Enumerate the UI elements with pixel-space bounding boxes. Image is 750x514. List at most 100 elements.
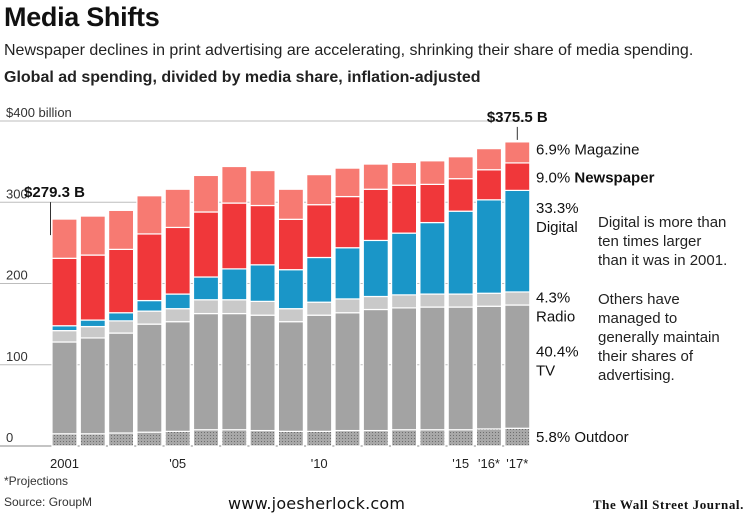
bar-tv [334,312,361,432]
bar-radio [221,299,248,315]
bar-tv [419,306,446,431]
series-name-radio: Radio [536,308,575,325]
bar-tv [51,341,78,435]
bar-tv [277,321,304,432]
bar-digital [164,293,191,310]
bar-magazine [136,195,163,235]
bar-tv [249,314,276,432]
bar-digital [419,221,446,295]
bar-digital [504,189,531,293]
total-callout: $279.3 B [24,184,85,201]
bar-magazine [164,188,191,229]
bar-magazine [504,141,531,164]
bar-outdoor [249,429,276,447]
series-pct-digital: 33.3% [536,200,579,217]
bar-outdoor [447,429,474,447]
bar-newspaper [362,188,389,242]
bar-tv [107,332,135,434]
x-tick-label: 2001 [50,456,79,471]
x-tick-label: '10 [311,456,328,471]
bar-radio [136,310,163,325]
watermark: www.joesherlock.com [228,494,406,513]
bar-outdoor [475,428,503,447]
bar-digital [249,264,276,302]
series-label-magazine: 6.9% Magazine [536,141,639,158]
bar-newspaper [475,169,503,201]
bar-newspaper [136,233,163,302]
bar-outdoor [504,427,531,447]
bar-digital [51,325,78,332]
bar-newspaper [79,254,106,321]
bar-newspaper [164,226,191,295]
bar-outdoor [362,429,389,447]
bar-outdoor [419,429,446,447]
bar-outdoor [192,429,220,447]
bar-magazine [221,165,248,204]
bar-newspaper [504,162,531,191]
bar-digital [136,299,163,312]
bar-newspaper [192,211,220,278]
bar-tv [79,337,106,435]
bar-digital [334,247,361,300]
x-tick-label: '16* [478,456,500,471]
y-tick-label: $400 billion [6,105,72,120]
series-name-digital: Digital [536,219,578,236]
bar-newspaper [249,204,276,266]
bar-radio [79,325,106,339]
annotation-line: advertising. [598,367,675,384]
bar-radio [334,298,361,314]
bar-magazine [192,174,220,213]
bar-tv [475,305,503,430]
bar-outdoor [306,430,333,447]
bar-magazine [107,209,135,250]
bar-radio [362,295,389,311]
bar-radio [391,294,418,309]
bar-outdoor [221,429,248,447]
total-callout: $375.5 B [487,109,548,126]
bar-magazine [249,169,276,207]
bar-outdoor [277,430,304,447]
series-pct-radio: 4.3% [536,289,570,306]
bar-magazine [51,218,78,259]
bar-magazine [391,161,418,186]
bar-newspaper [221,202,248,270]
bar-tv [362,308,389,432]
annotation-line: generally maintain [598,329,720,346]
annotation-line: than it was in 2001. [598,252,727,269]
subtitle: Newspaper declines in print advertising … [4,42,694,59]
projections-note: *Projections [4,474,69,488]
bar-digital [475,199,503,294]
bar-radio [164,308,191,323]
bar-tv [221,312,248,431]
bar-newspaper [419,183,446,224]
bar-magazine [334,167,361,198]
series-name-tv: TV [536,363,555,380]
bar-newspaper [277,218,304,271]
bar-newspaper [51,257,78,327]
bar-tv [447,306,474,431]
bar-radio [475,292,503,307]
bar-radio [249,300,276,316]
bar-outdoor [79,433,106,447]
bar-outdoor [164,430,191,447]
bar-magazine [419,160,446,185]
x-tick-label: '05 [169,456,186,471]
y-tick-label: 300 [6,186,28,201]
y-tick-label: 200 [6,268,28,283]
bar-newspaper [447,178,474,212]
annotation-line: Others have [598,291,680,308]
bar-digital [306,256,333,303]
bar-magazine [306,174,333,206]
bar-newspaper [107,248,135,314]
bar-digital [391,232,418,296]
bar-outdoor [51,433,78,447]
bar-newspaper [391,184,418,234]
bar-tv [306,314,333,432]
bar-magazine [447,156,474,180]
bar-radio [107,320,135,334]
series-label-newspaper: 9.0% Newspaper [536,170,655,187]
bar-digital [79,319,106,328]
bar-newspaper [306,204,333,259]
series-pct-tv: 40.4% [536,344,579,361]
